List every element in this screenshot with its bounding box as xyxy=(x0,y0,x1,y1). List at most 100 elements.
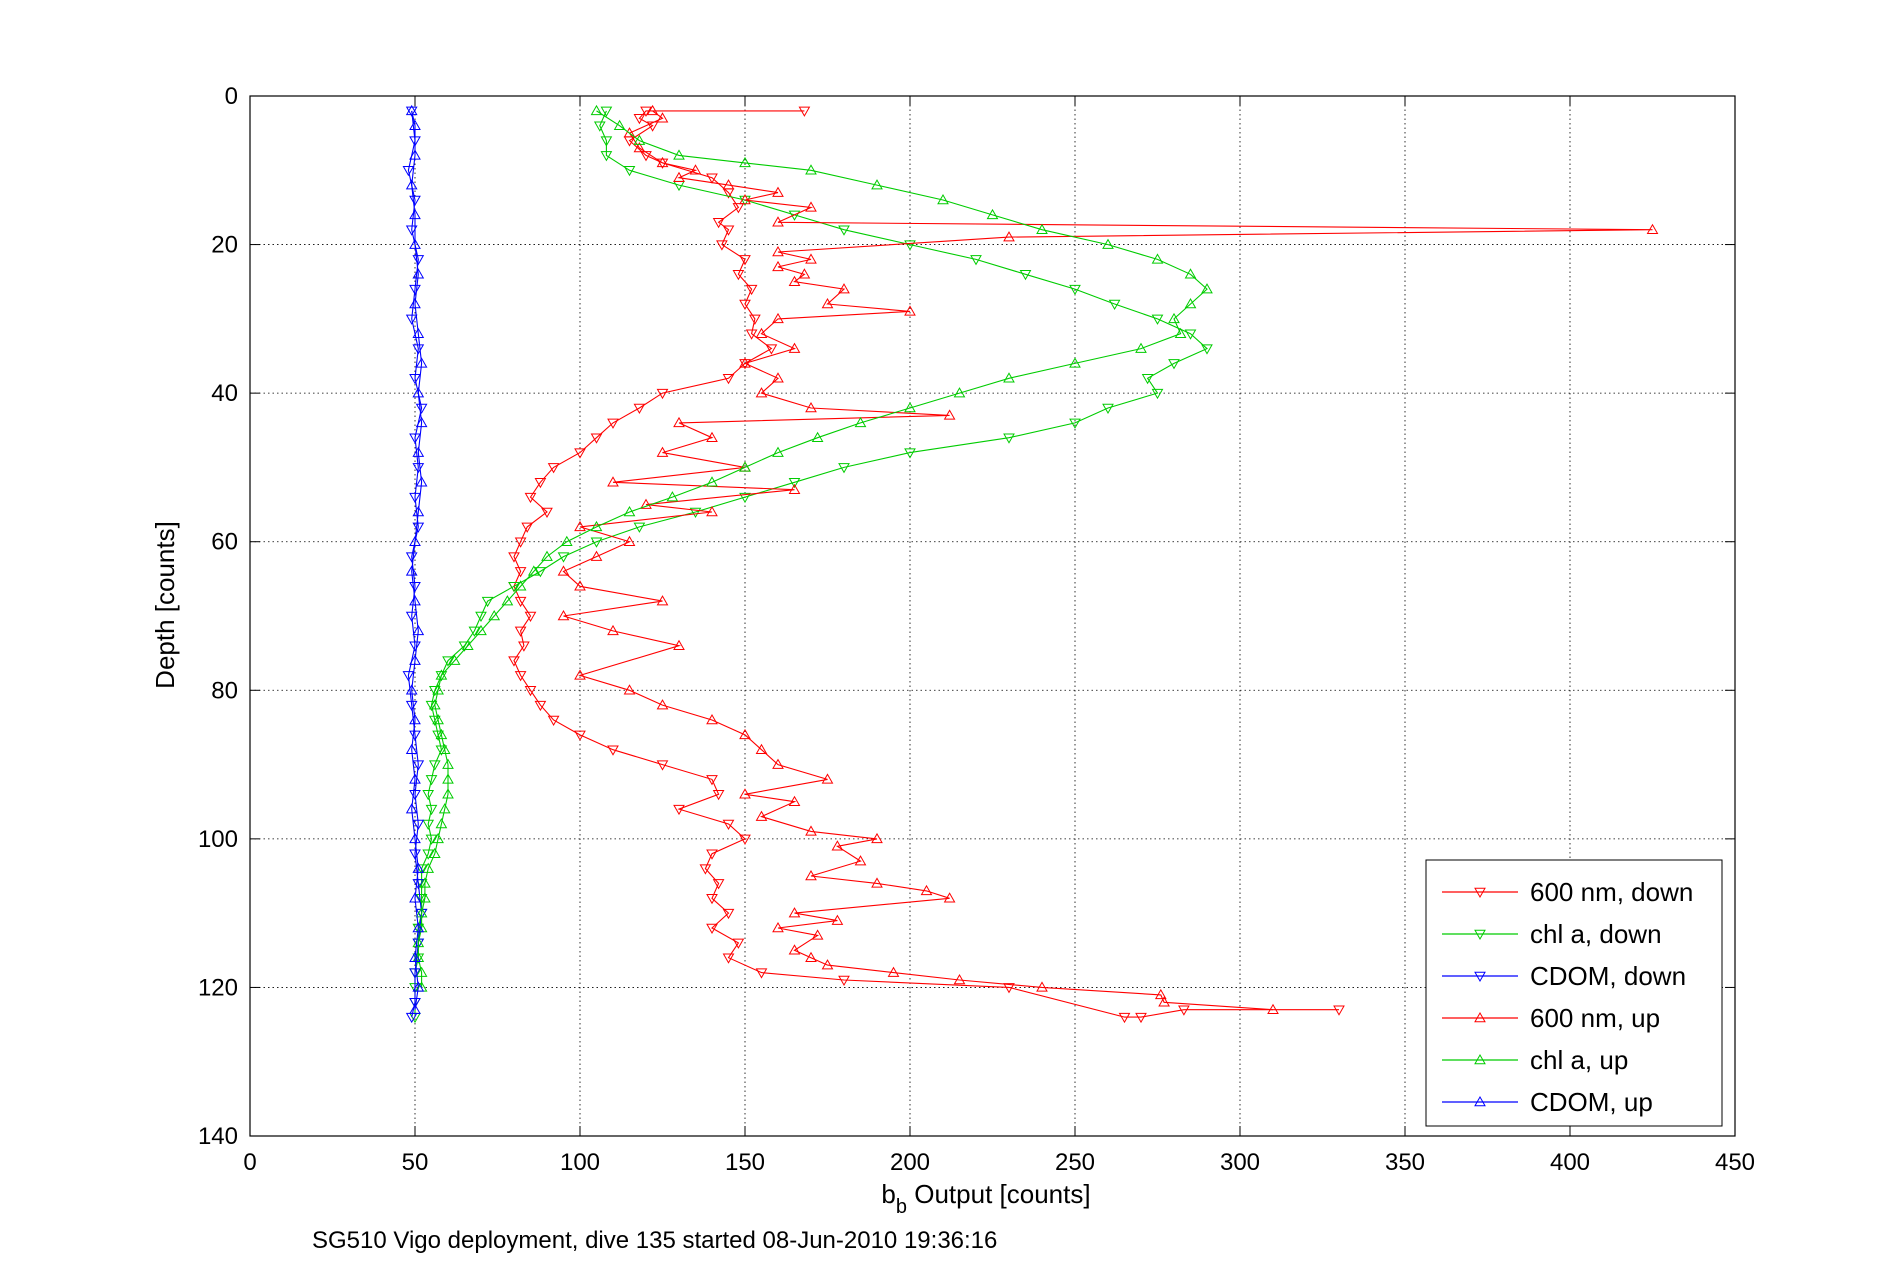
legend-label: 600 nm, up xyxy=(1530,1003,1660,1033)
data-point xyxy=(514,596,527,608)
x-tick-label: 450 xyxy=(1715,1149,1755,1176)
data-point xyxy=(805,164,817,175)
data-point xyxy=(412,819,425,831)
legend-marker xyxy=(1474,1053,1486,1065)
data-point xyxy=(409,790,421,801)
data-point xyxy=(405,225,418,236)
data-point xyxy=(739,788,751,799)
data-point xyxy=(673,639,685,650)
data-point xyxy=(805,253,817,264)
data-point xyxy=(805,401,817,413)
data-point xyxy=(712,790,725,801)
x-axis-label-subscript: b xyxy=(896,1196,907,1218)
data-point xyxy=(633,134,646,145)
data-point xyxy=(745,284,758,296)
data-point xyxy=(409,730,421,741)
data-point xyxy=(871,877,883,888)
data-point xyxy=(1158,996,1170,1007)
data-point xyxy=(805,201,817,212)
data-point xyxy=(772,245,784,257)
data-point xyxy=(745,329,758,340)
data-point xyxy=(600,136,613,147)
data-point xyxy=(405,684,418,695)
data-point xyxy=(590,433,603,444)
y-axis-label: Depth [counts] xyxy=(150,521,180,689)
data-point xyxy=(574,448,586,459)
data-point xyxy=(706,173,718,184)
data-point xyxy=(838,225,850,236)
data-point xyxy=(1201,283,1213,294)
data-point xyxy=(1184,297,1197,309)
data-point xyxy=(409,149,421,160)
x-tick-label: 300 xyxy=(1220,1149,1260,1176)
data-point xyxy=(524,611,537,623)
data-point xyxy=(953,973,966,985)
series-line xyxy=(562,110,1653,1011)
data-point xyxy=(755,743,768,754)
data-point xyxy=(514,671,527,682)
data-point xyxy=(1174,327,1187,338)
data-point xyxy=(405,179,418,190)
data-point xyxy=(623,127,636,138)
data-point xyxy=(415,416,428,428)
data-point xyxy=(402,166,415,177)
data-point xyxy=(435,669,448,680)
data-point xyxy=(415,476,428,487)
data-point xyxy=(656,112,669,123)
data-point xyxy=(419,877,431,888)
data-point xyxy=(706,923,718,935)
legend-item: CDOM, up xyxy=(1442,1087,1653,1117)
data-point xyxy=(739,156,751,168)
data-point xyxy=(541,507,553,519)
data-point xyxy=(524,492,537,504)
data-point xyxy=(593,121,606,132)
data-point xyxy=(409,195,421,207)
data-point xyxy=(986,208,999,220)
data-point xyxy=(805,951,817,962)
data-point xyxy=(541,550,553,561)
data-point xyxy=(772,372,784,383)
data-point xyxy=(633,141,646,153)
data-point xyxy=(409,297,421,309)
data-point xyxy=(613,119,626,130)
data-point xyxy=(508,656,520,667)
data-point xyxy=(1102,238,1114,249)
legend-label: CDOM, up xyxy=(1530,1087,1653,1117)
data-point xyxy=(739,255,751,266)
x-tick-label: 150 xyxy=(725,1149,765,1176)
data-point xyxy=(412,255,425,266)
data-point xyxy=(739,834,751,845)
y-tick-label: 120 xyxy=(198,974,238,1001)
data-point xyxy=(405,565,418,576)
data-point xyxy=(732,270,745,281)
data-point xyxy=(712,879,725,890)
data-point xyxy=(508,552,520,563)
legend-label: chl a, down xyxy=(1530,919,1662,949)
data-point xyxy=(722,179,735,190)
series-0 xyxy=(508,106,1345,1024)
data-point xyxy=(461,639,474,650)
data-point xyxy=(788,483,801,494)
data-point xyxy=(600,151,613,162)
data-point xyxy=(409,433,421,444)
data-point xyxy=(871,179,883,190)
y-tick-label: 40 xyxy=(211,380,238,407)
data-point xyxy=(590,537,603,548)
data-point xyxy=(1003,983,1015,994)
data-point xyxy=(412,624,425,636)
data-point xyxy=(409,582,421,593)
data-point xyxy=(412,522,425,533)
data-point xyxy=(432,832,444,844)
data-point xyxy=(428,760,441,771)
data-point xyxy=(788,342,801,353)
data-point xyxy=(722,819,735,831)
data-point xyxy=(689,507,702,519)
data-point xyxy=(732,938,745,949)
data-point xyxy=(656,156,669,168)
series-5 xyxy=(405,104,428,1014)
data-point xyxy=(402,671,415,682)
data-point xyxy=(600,106,613,117)
data-point xyxy=(755,968,768,979)
data-point xyxy=(590,550,603,561)
data-point xyxy=(428,847,441,858)
